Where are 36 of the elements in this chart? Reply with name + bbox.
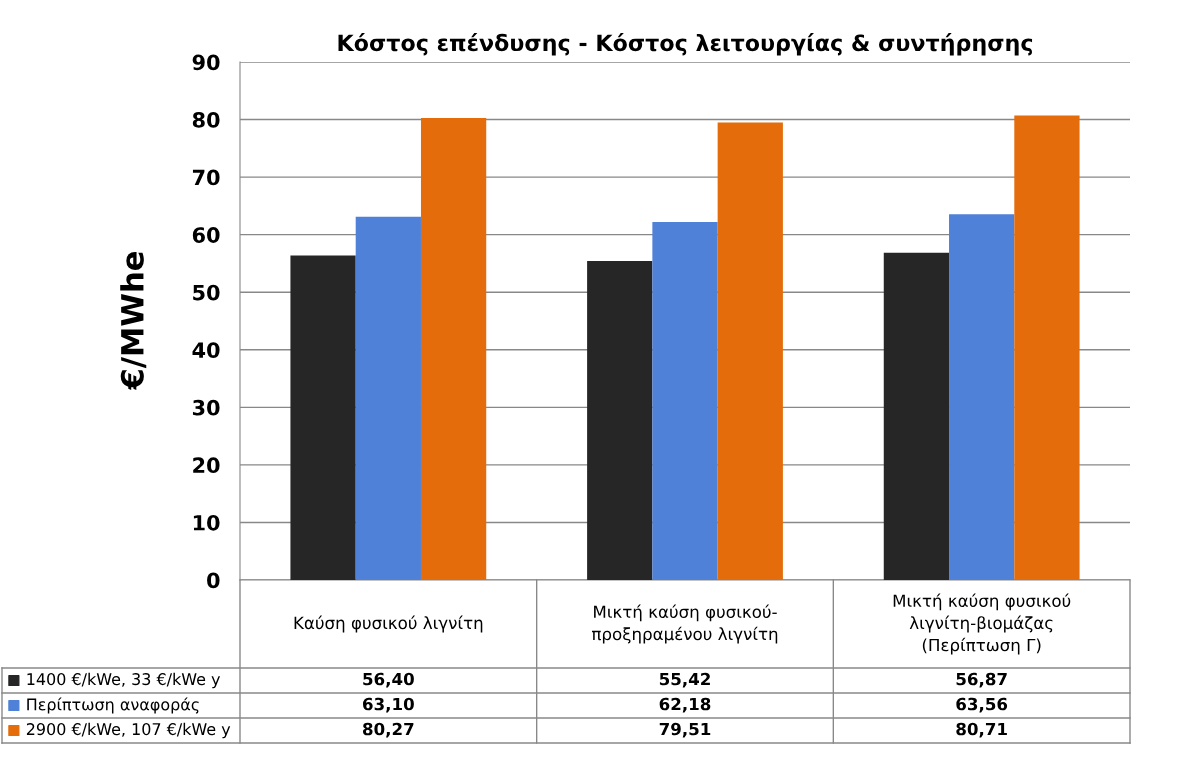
data-label: 79,51 (659, 722, 711, 738)
y-tick-label: 20 (193, 457, 220, 474)
data-label: 56,87 (956, 672, 1007, 688)
y-tick-label: 80 (192, 112, 220, 128)
y-tick-label: 0 (207, 572, 220, 589)
bar (1014, 115, 1080, 580)
x-tick-label: Μικτή καύση φυσικού- προξηραμένου λιγνίτη (591, 604, 778, 644)
bar (355, 216, 421, 580)
bar (717, 122, 783, 580)
bar (883, 252, 950, 580)
bar (587, 261, 653, 580)
x-tick-label: Καύση φυσικού λιγνίτη (294, 615, 483, 633)
y-tick-label: 30 (192, 399, 220, 416)
bar (652, 222, 718, 580)
y-tick-label: 70 (192, 169, 220, 186)
data-label: 56,40 (363, 672, 414, 688)
y-tick-label: 60 (192, 227, 220, 243)
chart-title: Κόστος επένδυσης - Κόστος λειτουργίας & συντήρησης (338, 33, 1033, 56)
bar (420, 118, 487, 580)
legend-label: 1400 €/kWe, 33 €/kWe y (27, 672, 221, 689)
legend-label: Περίπτωση αναφοράς (27, 697, 199, 714)
y-axis-title: €/MWhe (120, 251, 147, 391)
data-label: 80,27 (362, 722, 414, 738)
data-label: 80,71 (956, 722, 1007, 738)
bar (949, 214, 1015, 580)
bar (290, 255, 356, 580)
data-label: 63,56 (956, 697, 1008, 713)
x-tick-label: Μικτή καύση φυσικού λιγνίτη-βιομάζας (Περίπτωση Γ) (893, 593, 1071, 655)
y-tick-label: 50 (193, 284, 220, 301)
data-label: 62,18 (659, 697, 711, 713)
y-tick-label: 40 (192, 342, 220, 358)
y-tick-label: 90 (192, 54, 220, 71)
data-label: 63,10 (363, 697, 414, 713)
data-label: 55,42 (659, 672, 710, 688)
y-tick-label: 10 (193, 514, 220, 531)
legend-label: 2900 €/kWe, 107 €/kWe y (26, 722, 231, 739)
